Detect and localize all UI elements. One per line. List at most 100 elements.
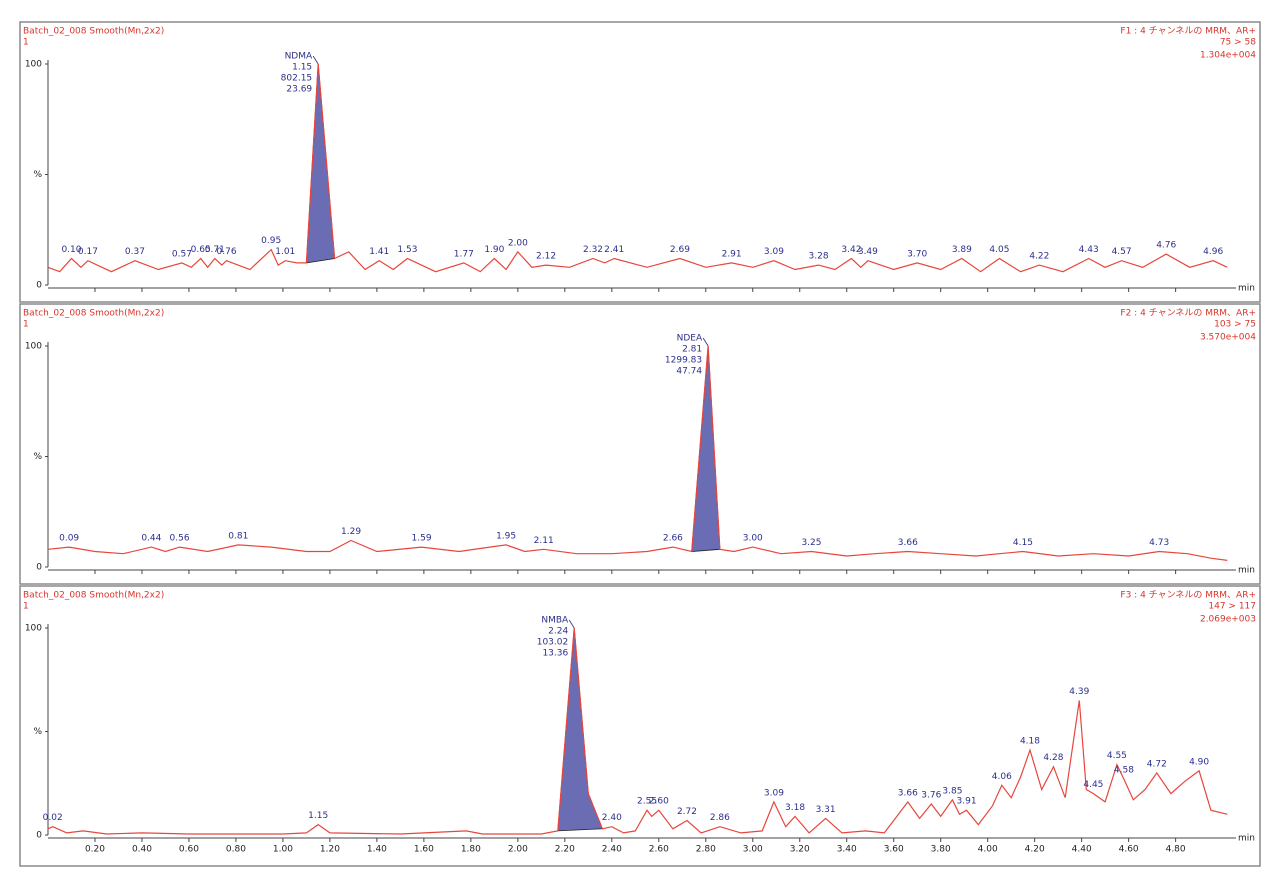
y-tick-label: % [33,727,42,737]
peak-label: 1.95 [496,531,516,541]
peak-label: 3.89 [952,245,972,255]
x-tick-label: 0.60 [179,845,199,855]
header-right: 1.304e+004 [1200,51,1256,61]
header-right: 103 > 75 [1214,320,1256,330]
peak-label: 3.28 [809,252,829,262]
x-tick-label: 4.00 [978,845,998,855]
peak-label: 2.69 [670,245,690,255]
header-right: F2 : 4 チャンネルの MRM、AR+ [1120,308,1256,319]
peak-label: 4.45 [1083,780,1103,790]
header-right: F1 : 4 チャンネルの MRM、AR+ [1120,26,1256,37]
peak-label: 4.18 [1020,737,1040,747]
peak-label: 2.41 [604,245,624,255]
peak-label: 0.44 [141,534,161,544]
peak-label: 4.05 [989,245,1009,255]
x-tick-label: 1.00 [273,845,293,855]
x-tick-label: 4.60 [1119,845,1139,855]
x-tick-label: 3.20 [790,845,810,855]
peak-annotation: 1299.83 [665,356,702,366]
peak-label: 1.90 [484,245,504,255]
peak-label: 0.10 [61,245,81,255]
peak-annotation: NDMA [285,52,313,62]
trace [47,627,1228,835]
peak-label: 3.49 [858,247,878,257]
x-tick-label: 0.80 [226,845,246,855]
x-tick-label: 2.20 [555,845,575,855]
annotation-leader [568,619,575,629]
x-tick-label: 2.60 [649,845,669,855]
x-tick-label: 2.40 [602,845,622,855]
peak-label: 2.86 [710,813,730,823]
annotation-leader [312,55,319,65]
peak-label: 1.01 [275,247,295,257]
peak-label: 3.66 [898,788,918,798]
y-tick-label: % [33,170,42,180]
header-left: 1 [23,320,29,330]
peak-label: 1.15 [308,811,328,821]
peak-label: 3.66 [898,538,918,548]
peak-label: 4.58 [1114,766,1134,776]
x-tick-label: 2.80 [696,845,716,855]
header-right: 3.570e+004 [1200,333,1256,343]
header-left: Batch_02_008 Smooth(Mn,2x2) [23,27,164,37]
y-tick-label: 100 [25,624,42,634]
header-left: Batch_02_008 Smooth(Mn,2x2) [23,591,164,601]
peak-label: 3.09 [764,247,784,257]
peak-label: 4.72 [1147,759,1167,769]
peak-label: 2.32 [583,245,603,255]
peak-label: 4.73 [1149,538,1169,548]
peak-label: 1.41 [369,247,389,257]
y-tick-label: 0 [36,563,42,573]
x-tick-label: 4.40 [1072,845,1092,855]
annotation-leader [702,337,709,347]
y-tick-label: 0 [36,831,42,841]
peak-label: 2.12 [536,252,556,262]
peak-label: 4.43 [1079,245,1099,255]
peak-annotation: 23.69 [286,85,312,95]
header-left: Batch_02_008 Smooth(Mn,2x2) [23,309,164,319]
peak-label: 0.56 [170,534,190,544]
x-axis-label: min [1238,284,1255,294]
peak-label: 0.02 [43,813,63,823]
peak-label: 4.96 [1203,247,1223,257]
x-tick-label: 2.00 [508,845,528,855]
peak-annotation: NDEA [677,334,703,344]
peak-label: 1.29 [341,527,361,537]
peak-label: 0.71 [205,245,225,255]
peak-label: 3.42 [841,245,861,255]
peak-label: 2.11 [534,536,554,546]
x-tick-label: 3.60 [884,845,904,855]
header-left: 1 [23,38,29,48]
peak-label: 4.15 [1013,538,1033,548]
peak-label: 4.57 [1112,247,1132,257]
x-tick-label: 1.40 [367,845,387,855]
x-tick-label: 1.80 [461,845,481,855]
x-tick-label: 0.20 [85,845,105,855]
peak-annotation: 13.36 [542,649,568,659]
peak-label: 3.31 [816,805,836,815]
peak-label: 4.76 [1156,241,1176,251]
peak-label: 3.00 [743,534,763,544]
peak-label: 4.06 [992,772,1012,782]
header-right: 2.069e+003 [1200,615,1256,625]
y-tick-label: 0 [36,281,42,291]
y-tick-label: 100 [25,342,42,352]
peak-label: 3.70 [907,249,927,259]
peak-annotation: 2.24 [548,627,568,637]
peak-label: 2.91 [722,249,742,259]
trace [47,345,1228,561]
x-tick-label: 4.80 [1166,845,1186,855]
x-tick-label: 3.40 [837,845,857,855]
header-right: 147 > 117 [1208,602,1256,612]
peak-label: 2.60 [649,797,669,807]
peak-label: 0.57 [172,249,192,259]
header-right: F3 : 4 チャンネルの MRM、AR+ [1120,590,1256,601]
x-tick-label: 3.80 [931,845,951,855]
peak-label: 3.18 [785,803,805,813]
peak-label: 2.55 [637,797,657,807]
peak-label: 3.76 [921,790,941,800]
peak-label: 1.59 [412,534,432,544]
panel [19,303,1261,585]
peak-label: 0.17 [78,247,98,257]
